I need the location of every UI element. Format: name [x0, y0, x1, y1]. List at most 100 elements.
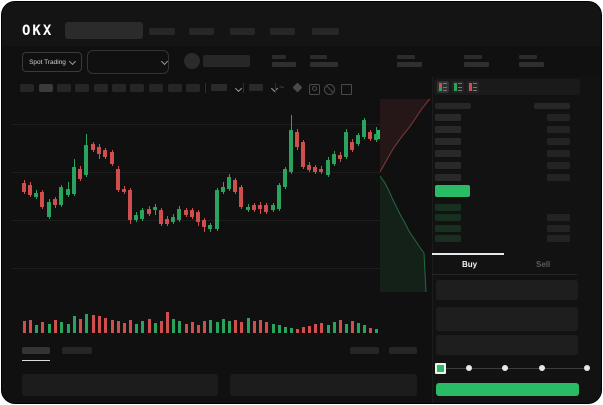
volume-bar: [110, 320, 114, 333]
market-type-selector[interactable]: Spot Trading: [22, 52, 82, 72]
ask-row-amount: [547, 162, 570, 169]
ask-row-price[interactable]: [435, 114, 461, 121]
bid-row-amount: [547, 214, 570, 221]
candle-body: [208, 225, 212, 229]
bid-row-price[interactable]: [435, 235, 461, 242]
trade-input-3[interactable]: [436, 335, 578, 355]
timeframe-button-2[interactable]: [39, 84, 53, 92]
candle-body: [190, 210, 194, 217]
volume-bar: [332, 322, 336, 333]
bid-row-price[interactable]: [435, 225, 461, 232]
line-tool-icon[interactable]: ~: [279, 82, 285, 92]
volume-bar: [208, 320, 212, 333]
volume-bar: [246, 318, 250, 333]
hide-drawings-icon[interactable]: [324, 84, 335, 95]
candle-body: [319, 169, 323, 172]
fullscreen-icon[interactable]: [341, 84, 352, 95]
bid-row-price[interactable]: [435, 204, 461, 211]
stat-label-5: [519, 55, 537, 59]
nav-item-1[interactable]: [149, 28, 175, 35]
ask-row-price[interactable]: [435, 138, 461, 145]
candle-body: [134, 215, 138, 220]
timeframe-button-5[interactable]: [94, 84, 108, 92]
timeframe-button-10[interactable]: [186, 84, 200, 92]
timeframe-button-1[interactable]: [20, 84, 34, 92]
candle-body: [289, 130, 293, 172]
chart-type-dropdown[interactable]: [211, 84, 227, 91]
ask-row-price[interactable]: [435, 150, 461, 157]
candle-body: [344, 132, 348, 157]
timeframe-button-6[interactable]: [112, 84, 126, 92]
camera-icon[interactable]: [309, 84, 320, 95]
volume-bar: [59, 322, 63, 333]
amount-slider-track[interactable]: [439, 368, 588, 369]
candle-body: [277, 185, 281, 209]
buy-submit-button[interactable]: [436, 383, 579, 396]
amount-slider-handle[interactable]: [435, 363, 446, 374]
timeframe-button-9[interactable]: [168, 84, 182, 92]
candle-body: [177, 209, 181, 220]
tab-buy[interactable]: Buy: [462, 260, 478, 269]
candle-body: [78, 169, 82, 179]
bottom-action-2[interactable]: [389, 347, 417, 354]
candle-body: [128, 190, 132, 220]
ask-row-amount: [547, 126, 570, 133]
ask-row-price[interactable]: [435, 126, 461, 133]
timeframe-button-3[interactable]: [57, 84, 71, 92]
bottom-tab-2[interactable]: [62, 347, 92, 354]
volume-bar: [171, 319, 175, 333]
slider-dot[interactable]: [584, 365, 590, 371]
nav-item-4[interactable]: [270, 28, 295, 35]
nav-item-5[interactable]: [312, 28, 339, 35]
divider: [275, 83, 276, 93]
bottom-action-1[interactable]: [350, 347, 379, 354]
indicator-dropdown[interactable]: [249, 84, 263, 91]
bid-row-price[interactable]: [435, 214, 461, 221]
volume-bar: [159, 321, 163, 333]
ask-row-price[interactable]: [435, 162, 461, 169]
volume-bar: [97, 316, 101, 333]
pair-selector[interactable]: [87, 50, 169, 74]
orderbook-view-both-button[interactable]: [437, 81, 449, 93]
orderbook-col-header-amount: [534, 103, 570, 109]
orderbook-view-bids-button[interactable]: [452, 81, 464, 93]
chevron-down-icon[interactable]: [234, 84, 243, 93]
slider-dot[interactable]: [466, 365, 472, 371]
volume-bar: [221, 319, 225, 333]
candle-body: [40, 192, 44, 207]
nav-item-3[interactable]: [230, 28, 255, 35]
ask-row-price[interactable]: [435, 174, 461, 181]
slider-dot[interactable]: [539, 365, 545, 371]
timeframe-button-7[interactable]: [130, 84, 144, 92]
bottom-tab-1[interactable]: [22, 347, 50, 354]
search-input[interactable]: [65, 22, 143, 39]
candle-body: [374, 134, 378, 140]
candle-body: [295, 132, 299, 147]
orderbook-view-asks-button[interactable]: [467, 81, 479, 93]
last-price-bar[interactable]: [435, 185, 470, 197]
candle-body: [140, 210, 144, 219]
bottom-active-tab-underline: [22, 360, 50, 361]
trade-input-2[interactable]: [436, 307, 578, 331]
candle-body: [252, 205, 256, 210]
volume-bar: [258, 320, 262, 333]
timeframe-button-4[interactable]: [75, 84, 89, 92]
stat-value-3: [397, 62, 422, 67]
draw-tool-icon[interactable]: [292, 82, 303, 93]
nav-item-2[interactable]: [189, 28, 214, 35]
timeframe-button-8[interactable]: [149, 84, 163, 92]
candle-body: [184, 210, 188, 215]
trade-input-1[interactable]: [436, 280, 578, 300]
chevron-down-icon: [160, 57, 169, 66]
volume-bar: [202, 321, 206, 333]
slider-dot[interactable]: [502, 365, 508, 371]
candle-body: [72, 167, 76, 194]
stat-value-2: [310, 62, 338, 67]
tab-sell[interactable]: Sell: [536, 260, 551, 269]
volume-bar: [40, 322, 44, 333]
candle-body: [165, 219, 169, 224]
candle-body: [368, 132, 372, 139]
okx-logo: OKX: [22, 23, 54, 39]
volume-bar: [344, 324, 348, 333]
